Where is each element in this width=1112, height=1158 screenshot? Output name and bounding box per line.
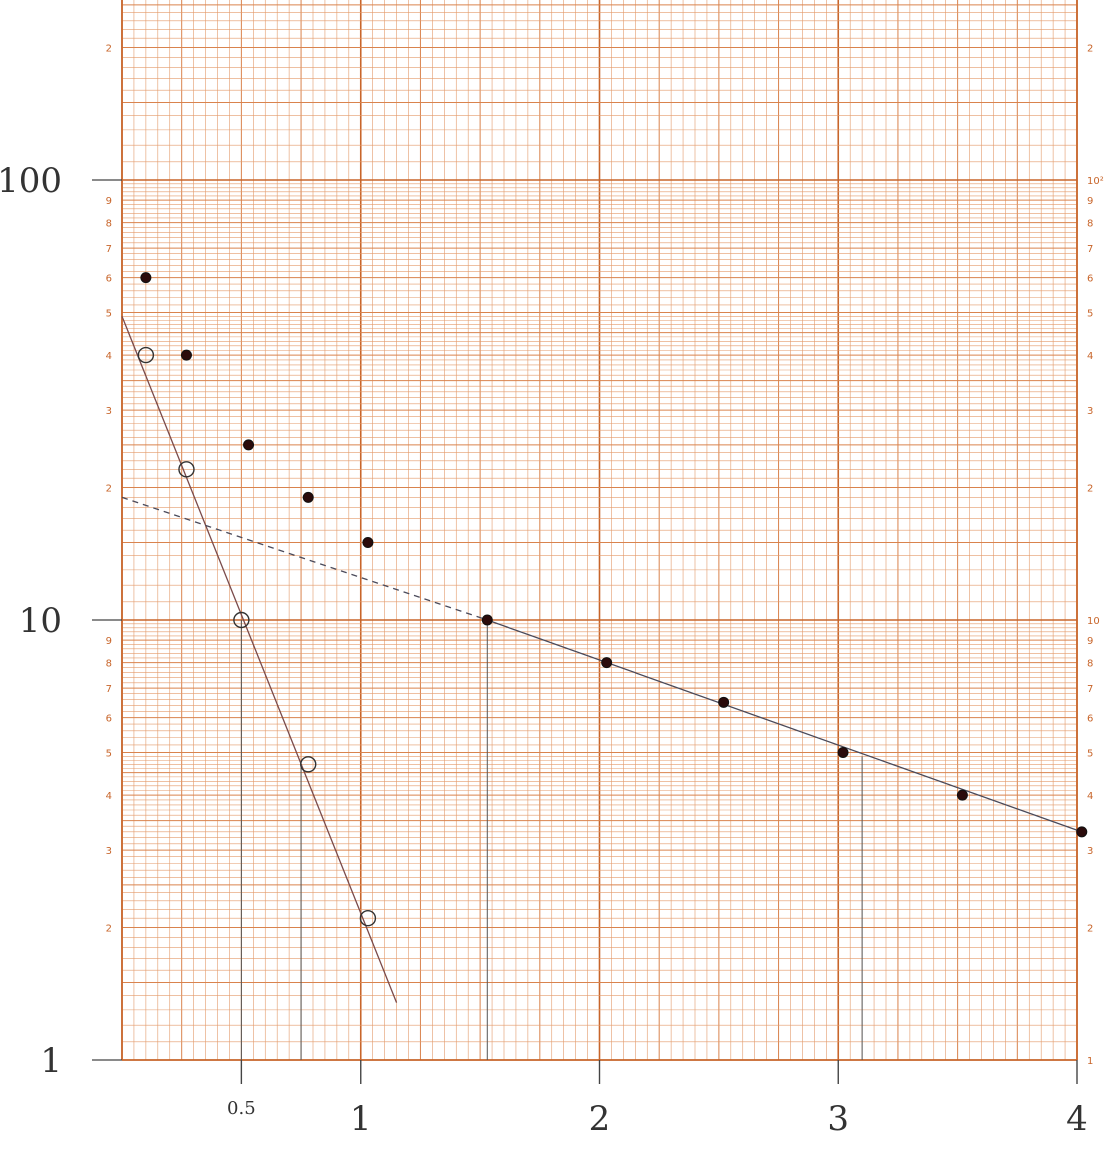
- fit-line: [121, 316, 398, 1003]
- filled-point: [718, 696, 730, 708]
- right-tick-label: 9: [1087, 636, 1093, 647]
- open-point: [359, 910, 377, 927]
- data-points: [137, 272, 1088, 927]
- left-tick-label: 7: [106, 684, 112, 695]
- left-tick-label: 6: [106, 714, 112, 725]
- left-tick-label: 5: [106, 748, 112, 759]
- filled-point: [1076, 826, 1088, 838]
- open-point: [137, 346, 155, 364]
- left-tick-label: 3: [106, 846, 112, 857]
- left-tick-label: 4: [106, 351, 112, 362]
- right-tick-label: 4: [1087, 791, 1093, 802]
- handwritten-x-labels: 0.5 1 2 3 4: [227, 1060, 1088, 1139]
- x-axis-label-handwritten: 1: [350, 1099, 372, 1139]
- right-tick-label: 6: [1087, 714, 1093, 725]
- left-tick-label: 6: [106, 274, 112, 285]
- open-point: [233, 611, 250, 629]
- handwritten-y-labels: 100 10 1: [0, 161, 122, 1081]
- filled-point: [180, 349, 192, 361]
- right-tick-label: 1: [1087, 1056, 1093, 1067]
- y-axis-label-handwritten: 10: [19, 601, 62, 641]
- filled-point: [956, 789, 968, 801]
- filled-point: [601, 657, 613, 669]
- right-tick-label: 2: [1087, 44, 1093, 55]
- graph-paper-grid: [121, 0, 1078, 1061]
- left-tick-label: 9: [106, 196, 112, 207]
- filled-point: [243, 439, 255, 451]
- left-tick-label: 8: [106, 219, 112, 230]
- filled-point: [837, 746, 849, 758]
- right-tick-label: 3: [1087, 846, 1093, 857]
- left-y-tick-labels: 2 3 4 5 6 7 8 9 2 3 4 5 6 7 8 9 2: [106, 44, 112, 935]
- right-y-tick-labels: 1 2 3 4 5 6 7 8 9 10 2 3 4 5 6 7 8 9 10² 2: [1087, 44, 1104, 1067]
- right-tick-label: 6: [1087, 274, 1093, 285]
- right-tick-label: 5: [1087, 308, 1093, 319]
- right-tick-label: 10²: [1087, 176, 1104, 187]
- right-tick-label: 7: [1087, 684, 1093, 695]
- x-axis-label-handwritten: 0.5: [227, 1098, 256, 1119]
- filled-point: [362, 537, 374, 549]
- right-tick-label: 7: [1087, 244, 1093, 255]
- left-tick-label: 2: [106, 924, 112, 935]
- fit-line: [487, 619, 1082, 833]
- x-axis-label-handwritten: 2: [589, 1099, 611, 1139]
- left-tick-label: 7: [106, 244, 112, 255]
- right-tick-label: 2: [1087, 924, 1093, 935]
- right-tick-label: 9: [1087, 196, 1093, 207]
- fit-lines: [121, 316, 1082, 1003]
- right-tick-label: 8: [1087, 659, 1093, 670]
- x-axis-label-handwritten: 3: [827, 1099, 849, 1139]
- filled-point: [140, 272, 152, 284]
- left-tick-label: 2: [106, 484, 112, 495]
- extrapolated-dashed-line: [121, 496, 488, 621]
- x-axis-label-handwritten: 4: [1066, 1099, 1088, 1139]
- drop-lines: [240, 620, 863, 1060]
- y-axis-label-handwritten: 100: [0, 161, 62, 201]
- left-tick-label: 8: [106, 659, 112, 670]
- right-tick-label: 10: [1087, 616, 1100, 627]
- filled-point: [481, 614, 493, 626]
- left-tick-label: 3: [106, 406, 112, 417]
- right-tick-label: 5: [1087, 748, 1093, 759]
- right-tick-label: 4: [1087, 351, 1093, 362]
- open-point: [178, 461, 195, 478]
- left-tick-label: 9: [106, 636, 112, 647]
- y-axis-label-handwritten: 1: [40, 1041, 62, 1081]
- left-tick-label: 4: [106, 791, 112, 802]
- right-tick-label: 2: [1087, 484, 1093, 495]
- right-tick-label: 8: [1087, 219, 1093, 230]
- filled-point: [302, 491, 314, 503]
- open-point: [300, 756, 317, 773]
- right-tick-label: 3: [1087, 406, 1093, 417]
- left-tick-label: 5: [106, 308, 112, 319]
- left-tick-label: 2: [106, 44, 112, 55]
